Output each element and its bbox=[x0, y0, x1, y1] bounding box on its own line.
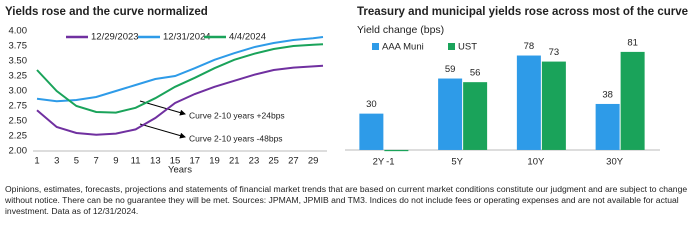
x-tick-label: 25 bbox=[268, 156, 279, 167]
page: {"chart_data": [ {"type": "line", "title… bbox=[5, 6, 689, 216]
data-label: 56 bbox=[470, 68, 481, 79]
annotation: Curve 2-10 years -48bps bbox=[189, 133, 283, 143]
series-line bbox=[36, 64, 324, 136]
legend-label: AAA Muni bbox=[382, 42, 424, 53]
x-tick-label: 11 bbox=[131, 156, 141, 167]
x-tick-label: 5 bbox=[74, 156, 79, 167]
x-axis-title: Years bbox=[168, 165, 192, 176]
x-tick-label: 5Y bbox=[451, 157, 463, 168]
footnote: Opinions, estimates, forecasts, projecti… bbox=[5, 184, 688, 216]
legend-swatch bbox=[372, 43, 379, 50]
bar bbox=[384, 149, 409, 152]
annotation-arrow bbox=[139, 100, 186, 116]
bar bbox=[516, 55, 541, 150]
bar bbox=[541, 61, 566, 150]
legend-label: 12/29/2023 bbox=[91, 32, 139, 43]
y-tick-label: 2.50 bbox=[9, 116, 28, 127]
bar bbox=[438, 78, 463, 150]
bar bbox=[359, 113, 384, 150]
x-tick-label: 19 bbox=[209, 156, 220, 167]
x-tick-label: 10Y bbox=[527, 157, 545, 168]
x-tick-label: 17 bbox=[190, 156, 201, 167]
x-tick-label: 7 bbox=[94, 156, 99, 167]
x-tick-label: 30Y bbox=[606, 157, 624, 168]
bar bbox=[620, 51, 645, 150]
x-tick-label: 27 bbox=[288, 156, 299, 167]
y-tick-label: 2.00 bbox=[9, 146, 28, 157]
data-label: 38 bbox=[602, 89, 613, 100]
x-tick-label: 1 bbox=[34, 156, 39, 167]
series-line bbox=[36, 36, 324, 103]
series-line bbox=[36, 43, 324, 114]
x-tick-label: 2Y bbox=[373, 157, 385, 168]
x-tick-label: 13 bbox=[150, 156, 161, 167]
x-tick-label: 15 bbox=[170, 156, 181, 167]
legend-label: UST bbox=[458, 42, 477, 53]
x-tick-label: 23 bbox=[249, 156, 260, 167]
legend-swatch bbox=[448, 43, 455, 50]
y-tick-label: 2.25 bbox=[9, 131, 28, 142]
y-tick-label: 3.50 bbox=[9, 56, 28, 67]
x-tick-label: 9 bbox=[113, 156, 118, 167]
data-label: 59 bbox=[445, 64, 456, 75]
y-tick-label: 3.00 bbox=[9, 86, 28, 97]
y-tick-label: 3.75 bbox=[9, 41, 28, 52]
data-label: 78 bbox=[524, 41, 535, 52]
annotation: Curve 2-10 years +24bps bbox=[189, 110, 285, 120]
y-tick-label: 2.75 bbox=[9, 101, 28, 112]
chart-title: Yields rose and the curve normalized bbox=[5, 6, 208, 18]
y-tick-label: 3.25 bbox=[9, 71, 28, 82]
annotation-arrow bbox=[139, 123, 186, 139]
x-tick-label: 3 bbox=[54, 156, 59, 167]
charts: Yields rose and the curve normalized Tre… bbox=[5, 6, 688, 176]
x-tick-label: 21 bbox=[229, 156, 240, 167]
legend-label: 12/31/2024 bbox=[163, 32, 211, 43]
x-tick-label: 29 bbox=[308, 156, 319, 167]
y-tick-label: 4.00 bbox=[9, 26, 28, 37]
data-label: 30 bbox=[366, 99, 377, 110]
bar bbox=[595, 103, 620, 150]
data-label: -1 bbox=[386, 157, 394, 168]
chart-title: Treasury and municipal yields rose acros… bbox=[357, 6, 688, 18]
bar bbox=[463, 82, 488, 150]
data-label: 81 bbox=[627, 37, 638, 48]
data-label: 73 bbox=[549, 47, 560, 58]
y-axis-title: Yield change (bps) bbox=[357, 24, 444, 36]
legend-label: 4/4/2024 bbox=[229, 32, 266, 43]
